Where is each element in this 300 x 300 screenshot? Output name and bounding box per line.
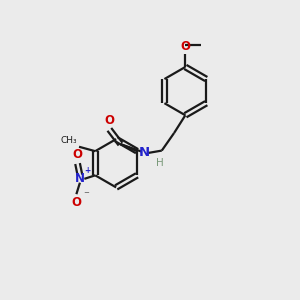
Text: N: N [75, 172, 85, 185]
Text: O: O [73, 148, 82, 161]
Text: +: + [84, 166, 91, 175]
Text: CH₃: CH₃ [61, 136, 78, 145]
Text: O: O [71, 196, 81, 209]
Text: O: O [180, 40, 190, 53]
Text: ⁻: ⁻ [83, 190, 89, 200]
Text: O: O [104, 114, 114, 127]
Text: H: H [156, 158, 164, 168]
Text: N: N [139, 146, 150, 159]
